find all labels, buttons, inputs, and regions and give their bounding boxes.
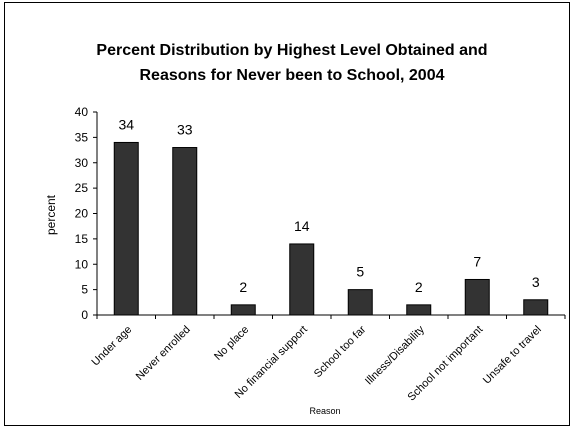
x-tick-label: School too far	[312, 323, 369, 380]
bar	[523, 299, 549, 316]
x-tick-label: No place	[212, 324, 251, 363]
y-tick-label: 35	[75, 130, 89, 144]
data-label: 7	[473, 253, 481, 269]
chart-title-line-1: Percent Distribution by Highest Level Ob…	[96, 42, 487, 59]
x-tick-label: Never enrolled	[134, 324, 193, 383]
data-label: 2	[239, 279, 247, 295]
y-tick-label: 20	[75, 207, 89, 221]
y-tick-label: 5	[81, 283, 88, 297]
data-label: 34	[118, 116, 134, 132]
chart-title-line-2: Reasons for Never been to School, 2004	[140, 67, 445, 84]
y-tick-label: 30	[75, 156, 89, 170]
bar	[113, 141, 139, 316]
y-tick-label: 0	[81, 308, 88, 322]
y-tick-label: 10	[75, 257, 89, 271]
x-tick-label: Unsafe to travel	[481, 324, 544, 387]
bar	[172, 147, 198, 316]
y-axis-label: percent	[44, 194, 58, 235]
y-tick-label: 25	[75, 181, 89, 195]
y-tick-label: 15	[75, 232, 89, 246]
bar	[289, 243, 315, 316]
bar	[347, 289, 373, 316]
data-label: 3	[532, 274, 540, 290]
chart-frame	[4, 2, 570, 426]
bar	[406, 304, 432, 316]
data-label: 14	[294, 218, 310, 234]
data-label: 33	[177, 122, 193, 138]
x-tick-label: Under age	[90, 324, 135, 369]
y-tick-label: 40	[75, 105, 89, 119]
x-tick-label: Illness/Disability	[363, 323, 427, 387]
data-label: 2	[415, 279, 423, 295]
x-axis-label: Reason	[309, 406, 340, 416]
bar	[230, 304, 256, 316]
bar	[464, 278, 490, 316]
data-label: 5	[356, 264, 364, 280]
